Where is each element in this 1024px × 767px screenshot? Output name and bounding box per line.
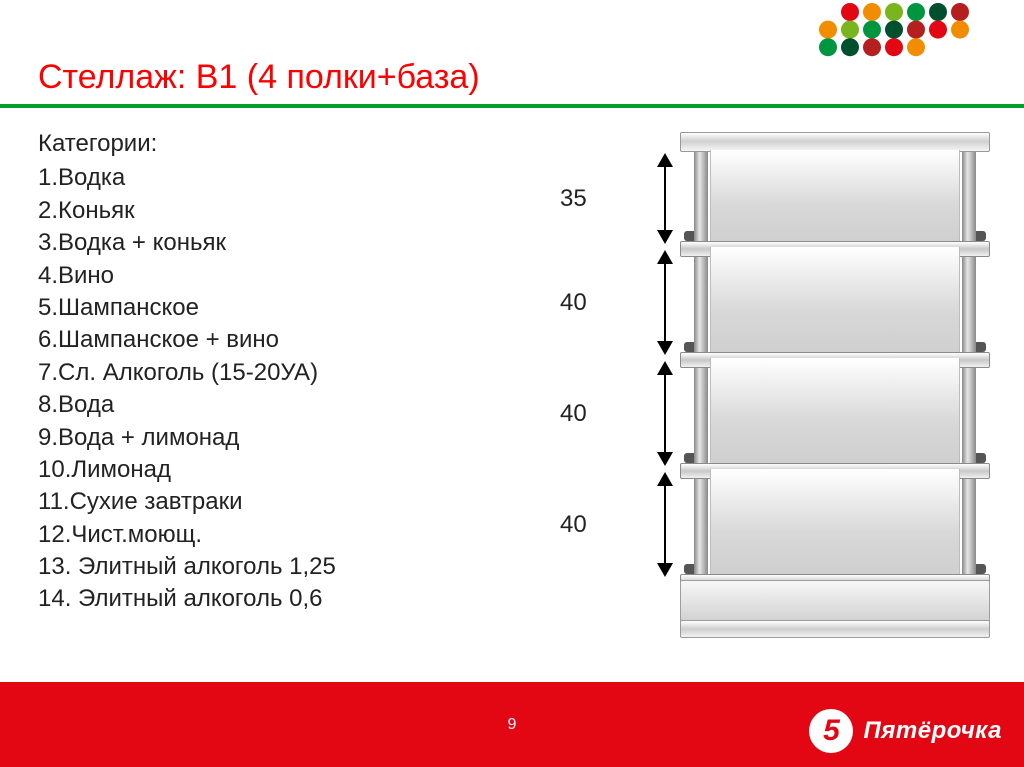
shelf-base-foot — [680, 620, 990, 638]
dimension-row: 35 — [560, 150, 680, 247]
category-item: 13. Элитный алкоголь 1,25 — [38, 551, 336, 583]
shelf-back — [710, 469, 960, 576]
bracket — [976, 453, 986, 463]
dimension-row: 40 — [560, 469, 680, 580]
dimension-arrow — [656, 474, 674, 575]
brand-name: Пятёрочка — [863, 717, 1002, 745]
dimension-label: 35 — [560, 185, 587, 213]
pillar-left — [694, 136, 708, 636]
shelf-back — [710, 358, 960, 465]
bracket — [976, 342, 986, 352]
categories-list: 1.Водка2.Коньяк3.Водка + коньяк4.Вино5.Ш… — [38, 162, 336, 615]
category-item: 6.Шампанское + вино — [38, 324, 336, 356]
dimension-arrow — [656, 155, 674, 242]
shelf-back — [710, 247, 960, 354]
pillar-right — [962, 136, 976, 636]
divider — [0, 104, 1024, 108]
bracket — [976, 564, 986, 574]
category-item: 14. Элитный алкоголь 0,6 — [38, 583, 336, 615]
bracket — [684, 231, 694, 241]
bracket — [684, 342, 694, 352]
categories-block: Категории: 1.Водка2.Коньяк3.Водка + конь… — [38, 128, 336, 616]
page-number: 9 — [508, 716, 517, 734]
dimension-column: 35 40 40 40 — [560, 136, 680, 636]
shelf-base — [680, 580, 990, 622]
categories-header: Категории: — [38, 128, 336, 160]
category-item: 7.Сл. Алкоголь (15-20УА) — [38, 357, 336, 389]
decor-dots — [788, 0, 1008, 60]
bracket — [976, 231, 986, 241]
bracket — [684, 453, 694, 463]
category-item: 10.Лимонад — [38, 454, 336, 486]
dimension-row: 40 — [560, 247, 680, 358]
brand-badge: 5 — [809, 709, 853, 753]
brand-logo: 5 Пятёрочка — [809, 709, 1002, 753]
slide: Стеллаж: В1 (4 полки+база) Категории: 1.… — [0, 0, 1024, 767]
category-item: 3.Водка + коньяк — [38, 227, 336, 259]
dimension-arrow — [656, 363, 674, 464]
dimension-arrow — [656, 252, 674, 353]
category-item: 2.Коньяк — [38, 195, 336, 227]
dimension-row: 40 — [560, 358, 680, 469]
shelf-back — [710, 150, 960, 243]
category-item: 12.Чист.моющ. — [38, 519, 336, 551]
category-item: 9.Вода + лимонад — [38, 422, 336, 454]
shelf-top-cap — [680, 132, 990, 152]
dimension-label: 40 — [560, 511, 587, 539]
brand-digit: 5 — [823, 714, 840, 748]
category-item: 11.Сухие завтраки — [38, 486, 336, 518]
dimension-label: 40 — [560, 400, 587, 428]
shelf-diagram: 35 40 40 40 — [560, 128, 990, 663]
bracket — [684, 564, 694, 574]
category-item: 1.Водка — [38, 162, 336, 194]
category-item: 5.Шампанское — [38, 292, 336, 324]
category-item: 4.Вино — [38, 260, 336, 292]
dimension-label: 40 — [560, 289, 587, 317]
category-item: 8.Вода — [38, 389, 336, 421]
page-title: Стеллаж: В1 (4 полки+база) — [38, 58, 480, 97]
shelf-unit — [680, 136, 990, 636]
